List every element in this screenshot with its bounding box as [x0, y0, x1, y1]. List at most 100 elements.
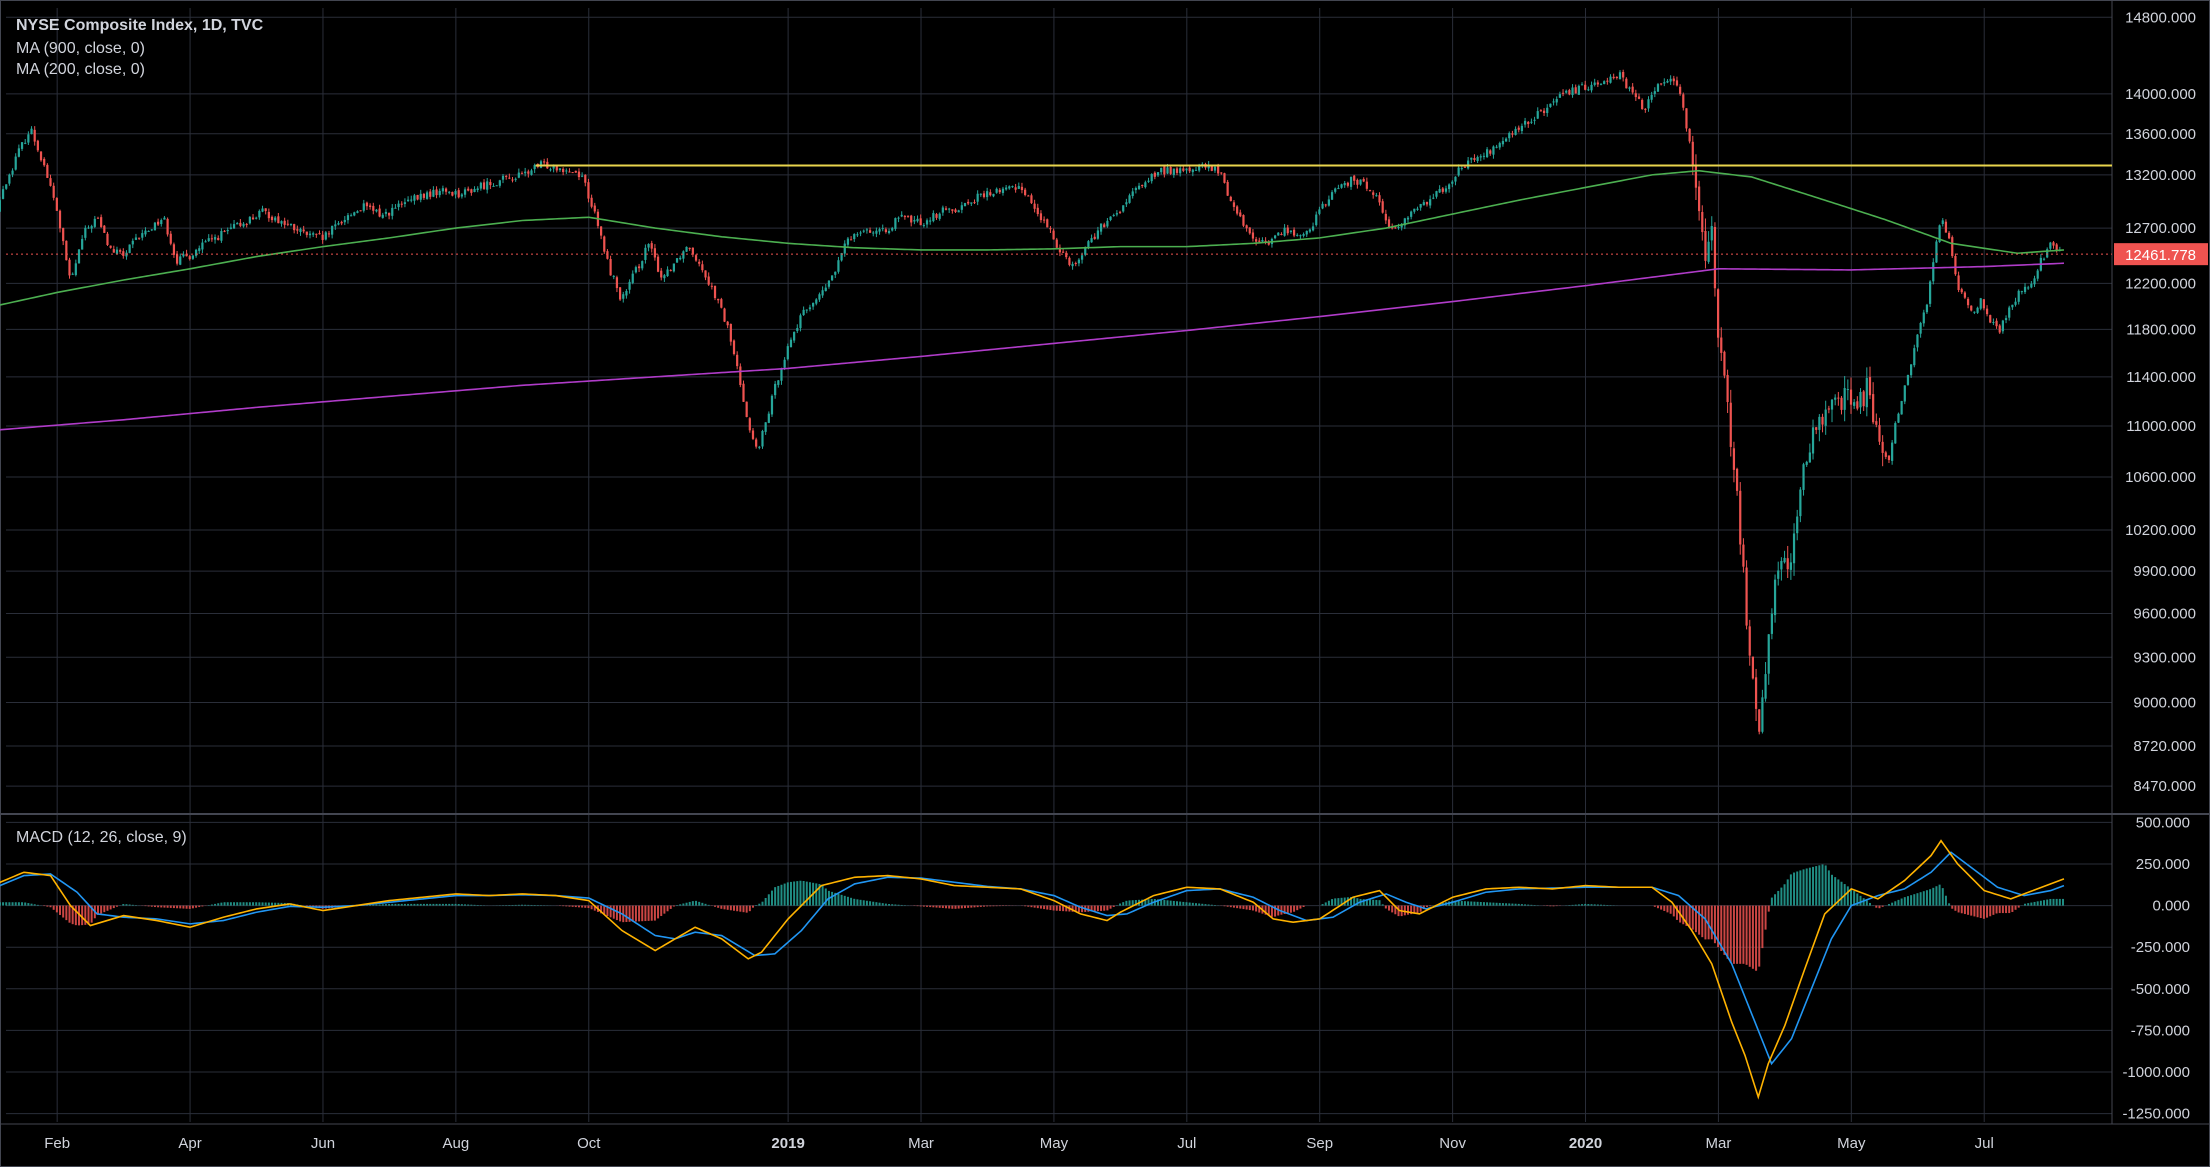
candle-down [277, 213, 280, 224]
candle-body [1058, 247, 1062, 253]
candle-body [1071, 263, 1074, 267]
time-tick-label: Feb [44, 1135, 70, 1152]
candle-down [745, 401, 748, 418]
candle-up [679, 255, 682, 261]
price-pane[interactable] [0, 69, 2112, 735]
candle-body [207, 238, 210, 241]
candle-body [100, 217, 103, 227]
candle-up [1156, 172, 1160, 178]
candle-down [944, 206, 948, 211]
candle-down [726, 320, 729, 329]
candle-up [1764, 662, 1767, 702]
candle-down [166, 217, 169, 237]
candle-body [1485, 149, 1489, 158]
candle-down [1884, 450, 1887, 460]
candle-down [1242, 214, 1245, 228]
candle-body [868, 230, 872, 233]
candle-body [251, 217, 255, 220]
candle-body [887, 230, 891, 233]
candle-down [185, 249, 188, 257]
price-tick-label: 10200.000 [2125, 522, 2196, 539]
candle-up [625, 289, 628, 299]
ma-900-line [0, 262, 2064, 431]
candle-up [821, 286, 824, 298]
candle-body [1818, 416, 1821, 430]
candle-body [239, 222, 242, 226]
candle-down [1970, 305, 1973, 312]
candle-up [1979, 297, 1982, 311]
candle-up [1476, 155, 1479, 163]
candle-body [815, 299, 818, 304]
candle-body [1634, 93, 1637, 98]
candle-body [1042, 219, 1046, 221]
candle-body [1194, 169, 1198, 171]
candle-body [1229, 196, 1232, 202]
candle-body [501, 175, 505, 180]
candle-body [226, 230, 229, 232]
candle-body [30, 128, 33, 135]
candle-body [739, 366, 742, 385]
candle-down [1698, 180, 1701, 221]
candle-up [1910, 364, 1913, 378]
candle-body [1460, 168, 1463, 170]
candle-body [1647, 99, 1650, 109]
candle-body [698, 261, 701, 264]
candle-body [1982, 299, 1986, 309]
candle-body [156, 221, 160, 225]
candle-body [406, 199, 410, 202]
candle-body [248, 216, 251, 224]
macd-pane[interactable] [0, 839, 2065, 1100]
candle-down [1368, 189, 1372, 192]
candle-body [394, 207, 397, 209]
candle-body [669, 270, 672, 272]
candle-body [1419, 204, 1422, 208]
candle-up [14, 153, 17, 171]
candle-body [514, 178, 517, 180]
candle-body [650, 243, 653, 249]
candle-down [1561, 89, 1565, 97]
candle-up [1349, 176, 1353, 190]
candle-up [425, 190, 429, 200]
candle-body [615, 277, 619, 289]
candle-body [1061, 251, 1065, 253]
candle-down [1748, 619, 1751, 666]
candle-up [1283, 224, 1286, 237]
candle-body [1891, 442, 1894, 461]
candle-body [1255, 239, 1258, 242]
candle-body [1236, 206, 1239, 214]
candle-body [1277, 232, 1280, 236]
candle-down [954, 208, 957, 214]
candle-up [932, 210, 935, 223]
candle-up [220, 228, 223, 243]
candle-up [1650, 91, 1653, 103]
candle-up [1299, 234, 1302, 240]
candle-body [637, 266, 641, 269]
candle-body [812, 302, 815, 307]
candle-body [1682, 94, 1685, 108]
candle-up [1144, 180, 1147, 189]
candle-down [584, 174, 587, 187]
candle-up [280, 220, 283, 227]
candle-down [571, 172, 574, 174]
candle-up [153, 221, 157, 231]
candle-up [1577, 84, 1580, 95]
candle-down [378, 204, 381, 218]
candle-body [1789, 562, 1792, 570]
candle-body [340, 221, 343, 224]
candle-down [217, 235, 220, 241]
candle-up [1865, 367, 1868, 417]
candle-down [1660, 83, 1663, 86]
candle-up [941, 205, 944, 216]
candle-body [1020, 186, 1024, 191]
candle-body [264, 208, 267, 212]
candle-down [1527, 121, 1530, 128]
candle-down [520, 171, 524, 175]
candle-body [20, 142, 24, 149]
candle-down [1688, 128, 1691, 144]
candle-up [663, 274, 666, 282]
candle-body [856, 234, 859, 236]
candle-body [1596, 82, 1599, 85]
candle-down [884, 227, 888, 234]
